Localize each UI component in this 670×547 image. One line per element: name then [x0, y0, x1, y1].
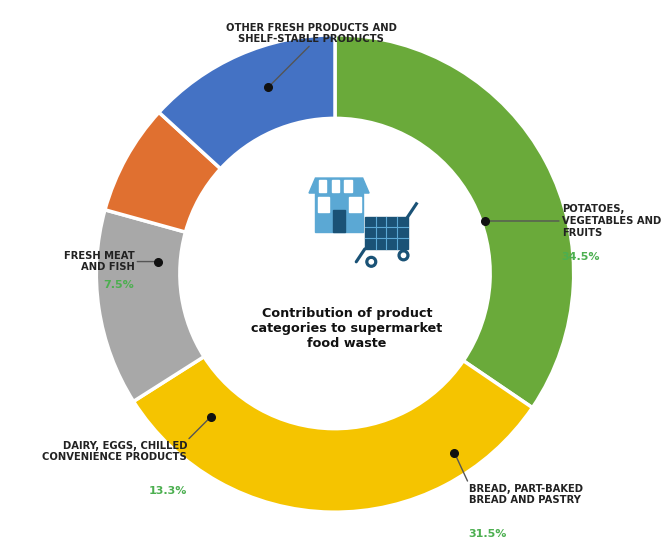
Bar — [332, 180, 339, 192]
Text: 34.5%: 34.5% — [561, 252, 600, 262]
Bar — [319, 180, 326, 192]
Wedge shape — [133, 357, 533, 512]
Wedge shape — [335, 35, 574, 408]
Bar — [318, 197, 330, 212]
Wedge shape — [105, 112, 220, 232]
Circle shape — [398, 250, 409, 261]
Bar — [365, 217, 408, 249]
Wedge shape — [159, 35, 335, 168]
Bar — [344, 180, 352, 192]
Text: DAIRY, EGGS, CHILLED
CONVENIENCE PRODUCTS: DAIRY, EGGS, CHILLED CONVENIENCE PRODUCT… — [42, 440, 187, 462]
Polygon shape — [309, 178, 369, 193]
Bar — [348, 197, 360, 212]
Text: BREAD, PART-BAKED
BREAD AND PASTRY: BREAD, PART-BAKED BREAD AND PASTRY — [469, 484, 583, 505]
Text: 7.5%: 7.5% — [104, 281, 135, 290]
Wedge shape — [96, 210, 204, 401]
Text: Contribution of product
categories to supermarket
food waste: Contribution of product categories to su… — [251, 307, 443, 350]
Text: 31.5%: 31.5% — [469, 528, 507, 539]
Text: OTHER FRESH PRODUCTS AND
SHELF-STABLE PRODUCTS: OTHER FRESH PRODUCTS AND SHELF-STABLE PR… — [226, 23, 397, 44]
Circle shape — [369, 260, 373, 264]
Circle shape — [401, 253, 405, 258]
Text: 13.3%: 13.3% — [149, 486, 187, 496]
Bar — [333, 210, 345, 232]
Circle shape — [366, 257, 377, 267]
Bar — [316, 193, 362, 232]
Text: FRESH MEAT
AND FISH: FRESH MEAT AND FISH — [64, 251, 135, 272]
Text: POTATOES,
VEGETABLES AND
FRUITS: POTATOES, VEGETABLES AND FRUITS — [561, 205, 661, 237]
